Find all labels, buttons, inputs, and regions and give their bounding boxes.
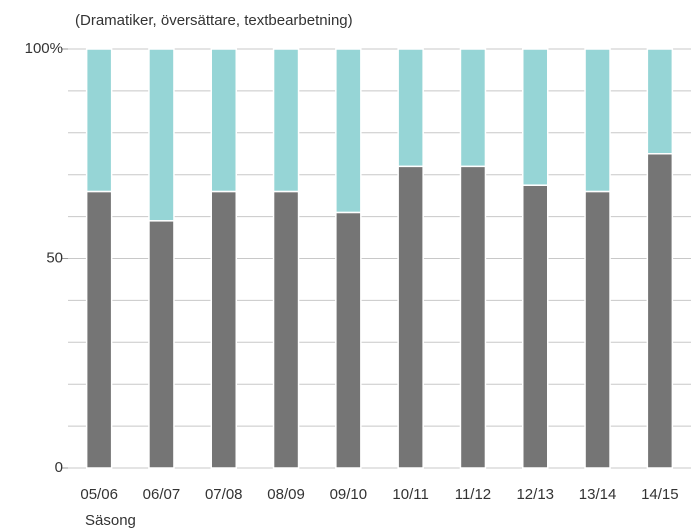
bar-segment: [272, 48, 300, 193]
x-tick-label: 06/07: [143, 486, 181, 503]
bar-segment: [584, 190, 611, 469]
x-tick-label: 10/11: [392, 486, 428, 503]
bar-segment: [646, 153, 674, 469]
bar-segment: [397, 48, 424, 168]
bar-segment: [148, 48, 175, 222]
bar-segment: [148, 220, 175, 469]
x-tick-label: 11/12: [455, 486, 491, 503]
x-tick-label: 08/09: [267, 486, 305, 503]
chart-subtitle: (Dramatiker, översättare, textbearbetnin…: [75, 12, 353, 29]
y-tick-label: 100%: [25, 40, 63, 57]
bar-segment: [210, 190, 237, 469]
x-tick-label: 13/14: [579, 486, 617, 503]
bar-segment: [85, 48, 113, 193]
bar-segment: [272, 190, 300, 469]
bar-segment: [335, 211, 362, 469]
bar-segment: [397, 165, 424, 469]
bar-segment: [459, 48, 487, 168]
bar-segment: [584, 48, 611, 193]
x-tick-label: 12/13: [516, 486, 554, 503]
x-tick-label: 05/06: [80, 486, 118, 503]
bar-segment: [210, 48, 237, 193]
bar-segment: [646, 48, 674, 155]
bar-segment: [85, 190, 113, 469]
y-tick-label: 50: [46, 249, 63, 266]
bar-segment: [522, 184, 549, 469]
bar-segment: [459, 165, 487, 469]
bar-segment: [335, 48, 362, 214]
y-tick-label: 0: [55, 459, 63, 476]
bar-segment: [522, 48, 549, 186]
x-axis-label: Säsong: [85, 512, 136, 529]
x-tick-label: 09/10: [330, 486, 368, 503]
x-tick-label: 14/15: [641, 486, 679, 503]
x-tick-label: 07/08: [205, 486, 243, 503]
